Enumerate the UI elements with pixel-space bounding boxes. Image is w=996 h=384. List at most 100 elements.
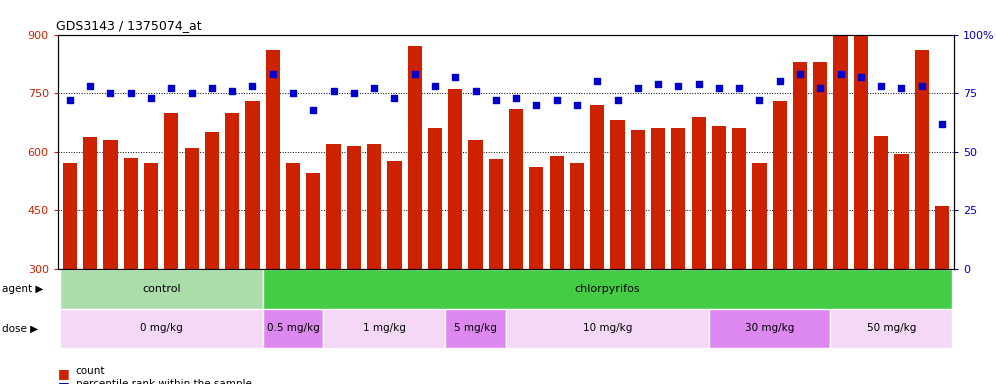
Point <box>590 78 606 84</box>
Bar <box>60 309 263 348</box>
Bar <box>286 164 300 269</box>
Bar <box>347 146 361 269</box>
Bar <box>83 137 98 269</box>
Text: 30 mg/kg: 30 mg/kg <box>745 323 794 333</box>
Bar <box>834 0 848 269</box>
Text: 5 mg/kg: 5 mg/kg <box>454 323 497 333</box>
Point <box>62 97 78 103</box>
Point <box>610 97 625 103</box>
Bar <box>445 309 506 348</box>
Bar <box>387 161 401 269</box>
Bar <box>124 157 137 269</box>
Point <box>893 85 909 91</box>
Bar <box>448 89 462 269</box>
Bar <box>489 159 503 269</box>
Point <box>123 90 138 96</box>
Point <box>367 85 382 91</box>
Point <box>752 97 768 103</box>
Point <box>183 90 199 96</box>
Bar <box>63 164 77 269</box>
Point <box>913 83 929 89</box>
Point <box>406 71 422 78</box>
Text: 0 mg/kg: 0 mg/kg <box>139 323 182 333</box>
Bar <box>691 117 706 269</box>
Bar <box>813 62 828 269</box>
Point <box>143 95 159 101</box>
Point <box>731 85 747 91</box>
Point <box>447 74 463 80</box>
Bar <box>306 173 321 269</box>
Point <box>386 95 402 101</box>
Bar <box>831 309 952 348</box>
Bar <box>874 136 888 269</box>
Point <box>103 90 119 96</box>
Point <box>833 71 849 78</box>
Point <box>285 90 301 96</box>
Point <box>163 85 179 91</box>
Point <box>427 83 443 89</box>
Point <box>204 85 220 91</box>
Bar <box>245 101 260 269</box>
Point <box>853 74 869 80</box>
Bar <box>509 109 523 269</box>
Bar <box>894 154 908 269</box>
Point <box>508 95 524 101</box>
Bar <box>570 164 584 269</box>
Bar <box>611 121 624 269</box>
Point <box>711 85 727 91</box>
Bar <box>327 144 341 269</box>
Bar <box>368 144 381 269</box>
Text: 0.5 mg/kg: 0.5 mg/kg <box>267 323 320 333</box>
Bar <box>709 309 831 348</box>
Bar <box>266 50 280 269</box>
Text: chlorpyrifos: chlorpyrifos <box>575 284 640 294</box>
Point <box>670 83 686 89</box>
Point <box>346 90 362 96</box>
Bar <box>263 309 324 348</box>
Text: ■: ■ <box>58 380 70 384</box>
Bar <box>712 126 726 269</box>
Bar <box>935 206 949 269</box>
Bar <box>732 128 746 269</box>
Point <box>467 88 483 94</box>
Bar <box>529 167 544 269</box>
Point <box>934 121 950 127</box>
Point <box>772 78 788 84</box>
Bar <box>752 164 767 269</box>
Point <box>690 81 706 87</box>
Text: 1 mg/kg: 1 mg/kg <box>363 323 405 333</box>
Text: agent ▶: agent ▶ <box>2 284 44 294</box>
Bar <box>550 156 564 269</box>
Point <box>488 97 504 103</box>
Point <box>224 88 240 94</box>
Bar <box>324 309 445 348</box>
Point <box>813 85 829 91</box>
Point <box>529 102 545 108</box>
Bar <box>793 62 807 269</box>
Text: dose ▶: dose ▶ <box>2 323 38 333</box>
Bar <box>591 105 605 269</box>
Text: GDS3143 / 1375074_at: GDS3143 / 1375074_at <box>56 19 201 32</box>
Bar <box>60 269 263 309</box>
Bar <box>184 148 199 269</box>
Point <box>629 85 645 91</box>
Bar <box>773 101 787 269</box>
Bar <box>506 309 709 348</box>
Text: ■: ■ <box>58 367 70 380</box>
Point <box>650 81 666 87</box>
Point <box>265 71 281 78</box>
Text: 50 mg/kg: 50 mg/kg <box>867 323 916 333</box>
Point <box>306 106 322 113</box>
Point <box>326 88 342 94</box>
Bar <box>225 113 239 269</box>
Bar <box>914 50 929 269</box>
Bar <box>428 128 442 269</box>
Text: count: count <box>76 366 106 376</box>
Bar <box>263 269 952 309</box>
Bar <box>164 113 178 269</box>
Point <box>569 102 585 108</box>
Bar <box>630 130 644 269</box>
Bar <box>651 128 665 269</box>
Text: 10 mg/kg: 10 mg/kg <box>583 323 632 333</box>
Bar <box>205 132 219 269</box>
